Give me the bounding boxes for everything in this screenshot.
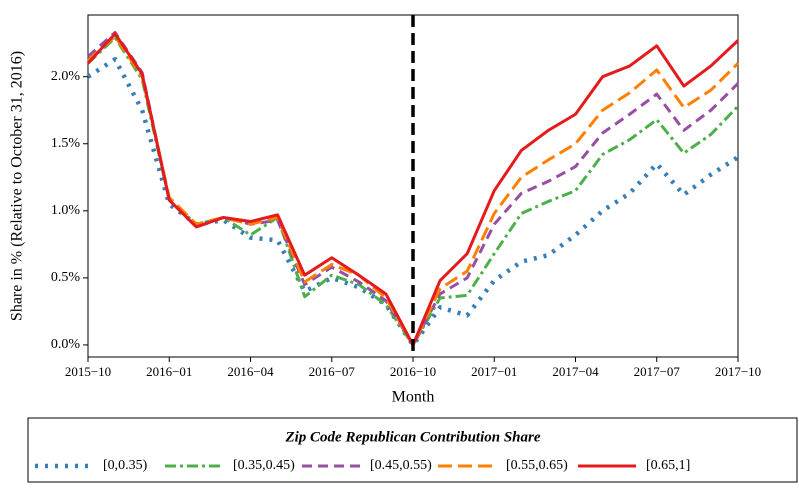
x-tick-label: 2017−01 xyxy=(471,364,517,379)
x-tick-label: 2016−07 xyxy=(309,364,356,379)
x-tick-label: 2017−04 xyxy=(552,364,599,379)
legend-label: [0.35,0.45) xyxy=(233,458,295,473)
y-tick-label: 0.0% xyxy=(51,337,81,352)
series-line xyxy=(87,30,740,347)
x-tick-label: 2016−04 xyxy=(227,364,274,379)
y-axis-label: Share in % (Relative to October 31, 2016… xyxy=(9,51,26,321)
y-tick-label: 1.5% xyxy=(51,136,81,151)
legend-label: [0.65,1] xyxy=(646,458,690,473)
x-axis-label: Month xyxy=(392,389,435,406)
legend-title: Zip Code Republican Contribution Share xyxy=(284,429,540,445)
legend-label: [0,0.35) xyxy=(103,458,148,473)
x-tick-label: 2016−01 xyxy=(146,364,192,379)
y-tick-label: 2.0% xyxy=(51,69,81,84)
x-tick-label: 2016−10 xyxy=(390,364,436,379)
legend-label: [0.55,0.65) xyxy=(506,458,568,473)
legend-frame xyxy=(27,417,798,483)
y-tick-label: 1.0% xyxy=(51,203,81,218)
x-tick-label: 2015−10 xyxy=(65,364,111,379)
series-line xyxy=(87,34,740,347)
y-tick-label: 0.5% xyxy=(51,270,81,285)
x-tick-label: 2017−07 xyxy=(634,364,681,379)
legend-label: [0.45,0.55) xyxy=(370,458,432,473)
x-tick-label: 2017−10 xyxy=(715,364,761,379)
